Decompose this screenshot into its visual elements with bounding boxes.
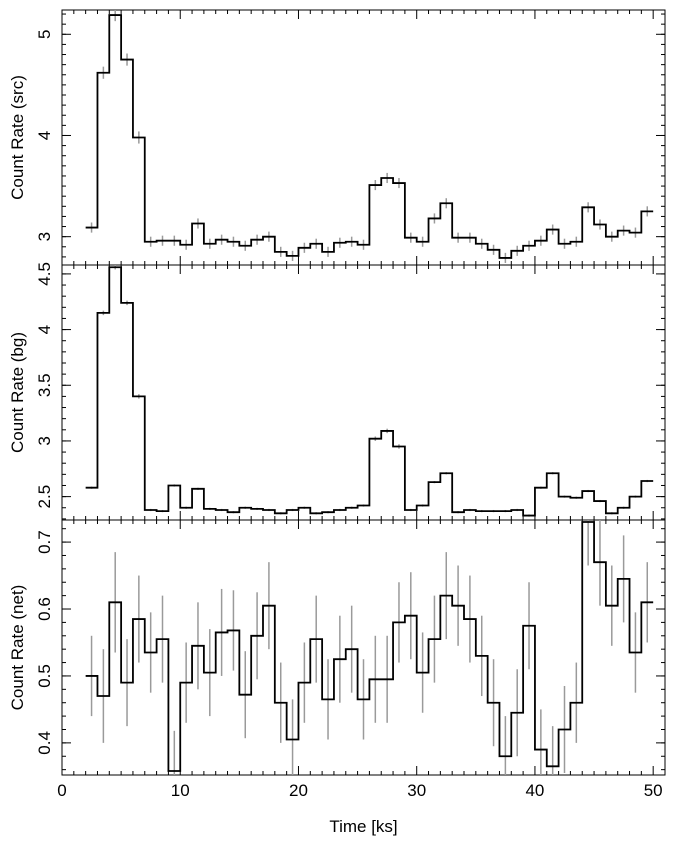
panel-frame-bg	[61, 264, 666, 521]
x-tick-label: 30	[407, 781, 426, 800]
y-tick-label: 0.4	[35, 731, 54, 755]
x-tick-label: 10	[171, 781, 190, 800]
y-tick-label: 5	[35, 30, 54, 39]
x-tick-label: 20	[289, 781, 308, 800]
y-tick-label: 0.7	[35, 530, 54, 554]
x-tick-label: 0	[57, 781, 66, 800]
y-tick-label: 3	[35, 232, 54, 241]
y-tick-label: 3	[35, 436, 54, 445]
y-tick-label: 0.5	[35, 664, 54, 688]
x-tick-label: 40	[525, 781, 544, 800]
light-curve-bg	[85, 266, 654, 517]
light-curve-src	[85, 14, 654, 259]
y-tick-label: 2.5	[35, 485, 54, 509]
x-tick-label: 50	[644, 781, 663, 800]
y-tick-label: 4.5	[35, 262, 54, 286]
x-axis-label: Time [ks]	[329, 817, 397, 836]
y-axis-label-src: Count Rate (src)	[8, 75, 27, 200]
y-axis-label-net: Count Rate (net)	[8, 585, 27, 711]
y-tick-label: 3.5	[35, 373, 54, 397]
y-tick-label: 4	[35, 131, 54, 140]
panel-frame-net	[61, 519, 666, 776]
y-tick-label: 4	[35, 325, 54, 334]
y-tick-label: 0.6	[35, 597, 54, 621]
panel-frame-src	[61, 9, 666, 266]
y-axis-label-bg: Count Rate (bg)	[8, 332, 27, 453]
light-curve-net	[85, 521, 654, 772]
